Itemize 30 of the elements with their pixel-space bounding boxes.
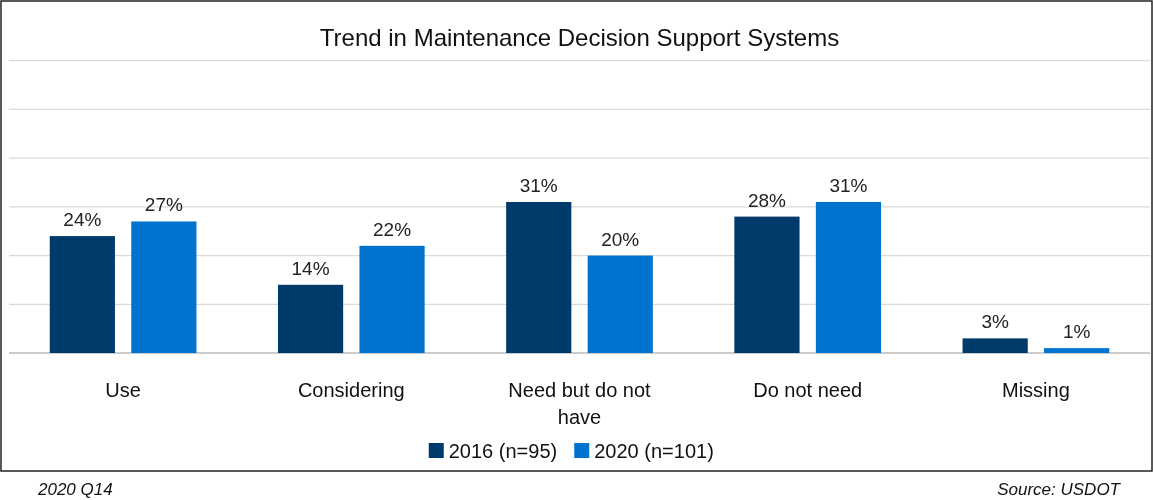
data-label: 14%: [291, 257, 330, 279]
data-label: 31%: [829, 174, 868, 196]
x-tick-label: Use: [105, 379, 141, 401]
data-label: 1%: [1062, 321, 1091, 343]
text: 2020 Q14: [37, 480, 113, 499]
bar: [49, 236, 115, 353]
bar: [734, 216, 800, 353]
data-label: 28%: [747, 189, 787, 211]
x-tick-label: Do not need: [753, 379, 863, 401]
x-tick-label: Missing: [1002, 379, 1070, 401]
chart-title: Trend in Maintenance Decision Support Systems: [319, 24, 840, 51]
bar: [277, 284, 344, 353]
legend-label: 2016 (n=95): [448, 440, 558, 462]
x-tick-label: Considering: [297, 379, 405, 401]
bar: [815, 201, 882, 353]
bar: [131, 221, 197, 353]
data-label: 22%: [373, 218, 412, 240]
bar: [1044, 348, 1110, 353]
source-note: Source: USDOT: [997, 480, 1122, 499]
data-label: 31%: [519, 174, 558, 196]
bar: [587, 255, 653, 353]
data-label: 20%: [601, 228, 640, 250]
data-label: 27%: [144, 194, 183, 216]
data-label: 24%: [63, 209, 102, 231]
legend-label: 2020 (n=101): [594, 440, 714, 462]
x-tick-label: Need but do not have: [508, 379, 652, 428]
bar: [359, 245, 425, 353]
bar: [962, 338, 1028, 353]
data-label: 3%: [981, 311, 1009, 333]
bar: [506, 201, 572, 353]
